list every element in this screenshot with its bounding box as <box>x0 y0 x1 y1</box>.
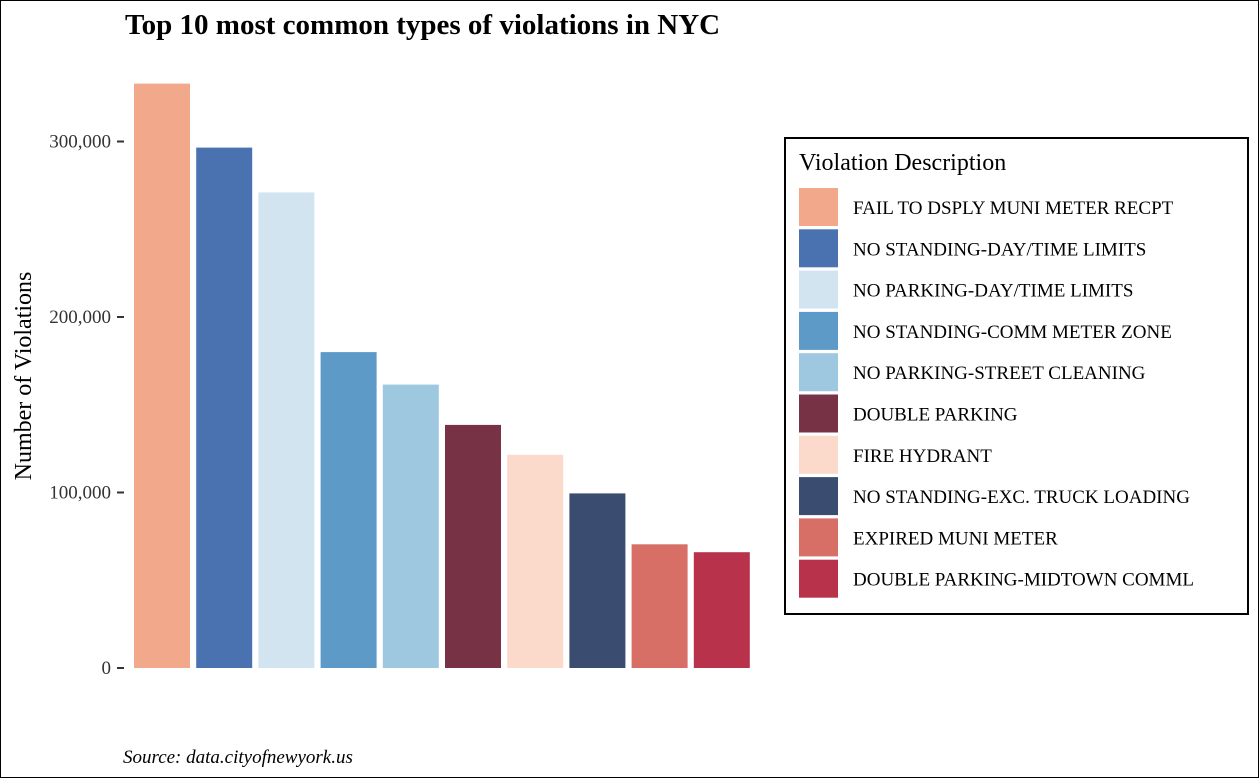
bar <box>382 384 439 668</box>
bar <box>693 552 750 668</box>
y-tick-label: 200,000 <box>49 307 111 328</box>
legend-label: NO PARKING-DAY/TIME LIMITS <box>853 281 1133 302</box>
legend-label: FAIL TO DSPLY MUNI METER RECPT <box>853 198 1174 219</box>
legend-items: FAIL TO DSPLY MUNI METER RECPT NO STANDIN… <box>799 188 1194 598</box>
legend-label: NO STANDING-COMM METER ZONE <box>853 322 1172 343</box>
bar <box>445 424 501 668</box>
bar <box>320 352 377 668</box>
legend-key <box>799 311 838 350</box>
legend-key <box>799 188 838 226</box>
bar <box>631 544 688 668</box>
y-tick-label: 0 <box>102 658 112 679</box>
bar <box>258 192 315 668</box>
bars-group <box>134 83 750 669</box>
legend-title: Violation Description <box>799 150 1006 176</box>
legend-label: NO PARKING-STREET CLEANING <box>853 363 1146 384</box>
legend-label: DOUBLE PARKING-MIDTOWN COMML <box>853 570 1194 591</box>
y-tick-label: 100,000 <box>49 483 111 504</box>
bar <box>196 147 253 669</box>
legend-key <box>799 270 838 309</box>
legend-key <box>799 435 838 474</box>
legend-label: NO STANDING-EXC. TRUCK LOADING <box>853 487 1190 508</box>
legend-box <box>784 137 1249 615</box>
legend-key <box>799 353 838 392</box>
legend-label: FIRE HYDRANT <box>853 446 992 467</box>
bar <box>507 454 564 668</box>
legend-key <box>799 229 838 268</box>
y-axis: 0 100,000 200,000 300,000 <box>49 132 124 679</box>
legend-label: NO STANDING-DAY/TIME LIMITS <box>853 239 1146 260</box>
legend-label: EXPIRED MUNI METER <box>853 528 1058 549</box>
bar <box>134 83 190 669</box>
chart-title: Top 10 most common types of violations i… <box>125 9 720 41</box>
legend-key <box>799 394 838 433</box>
y-axis-label: Number of Violations <box>11 272 37 481</box>
legend-key <box>799 477 838 516</box>
legend-label: DOUBLE PARKING <box>853 405 1018 426</box>
bar <box>569 493 626 668</box>
legend: Violation Description FAIL TO DSPLY MUNI… <box>784 137 1249 615</box>
y-tick-label: 300,000 <box>49 132 111 153</box>
legend-key <box>799 559 838 598</box>
legend-key <box>799 518 838 557</box>
chart-caption: Source: data.cityofnewyork.us <box>123 747 353 768</box>
